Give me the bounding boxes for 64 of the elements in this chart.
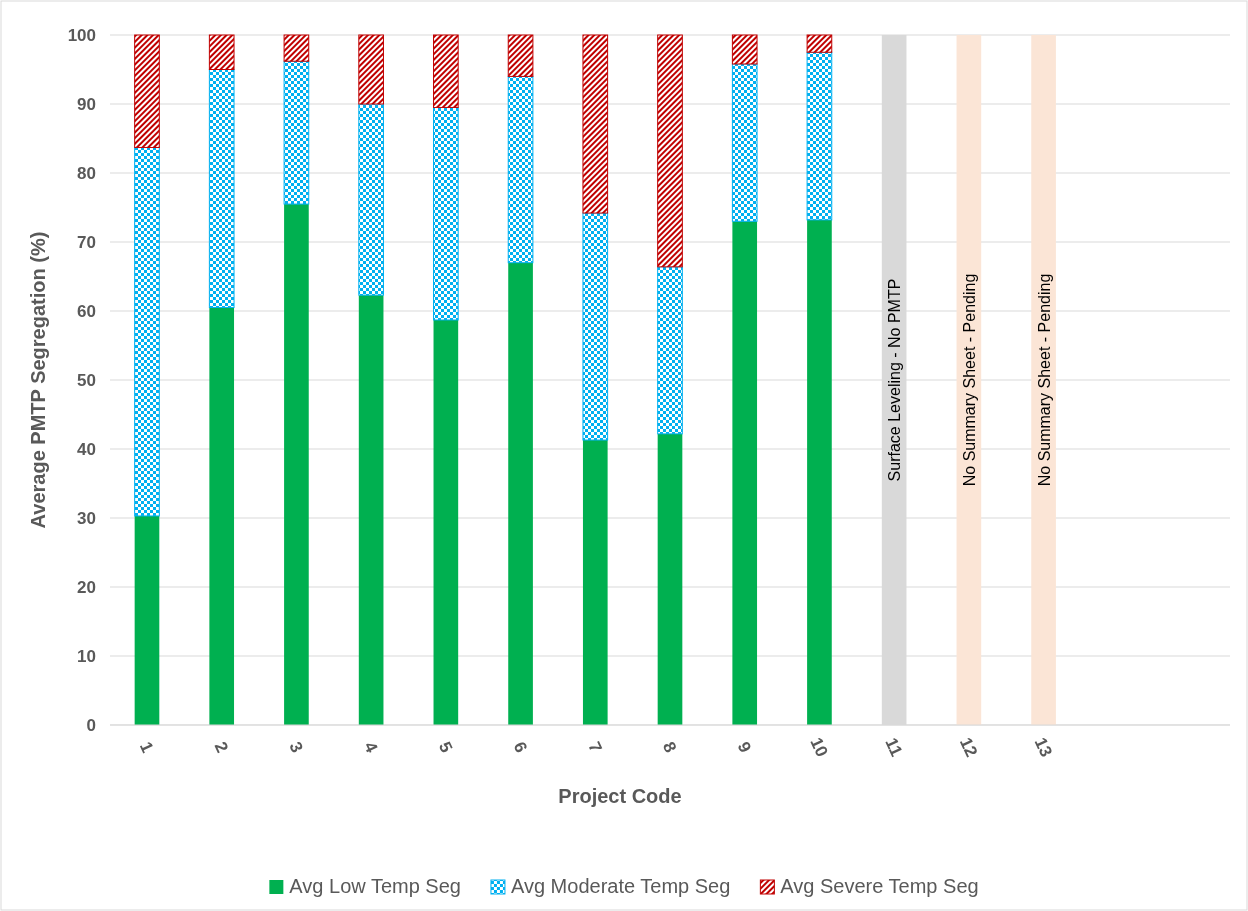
bar <box>732 221 758 725</box>
legend-label: Avg Severe Temp Seg <box>780 875 979 897</box>
bar <box>731 63 758 222</box>
bar <box>806 34 833 53</box>
bar <box>582 440 608 725</box>
bar <box>283 60 310 205</box>
bar <box>283 34 310 62</box>
bar <box>582 212 609 441</box>
bar <box>433 106 459 321</box>
x-tick-label: 5 <box>434 738 457 756</box>
bar <box>134 515 160 725</box>
x-tick-label: 1 <box>135 738 158 756</box>
bar <box>731 34 758 65</box>
x-tick-label: 9 <box>733 738 755 756</box>
x-tick-label: 11 <box>881 735 907 760</box>
bar <box>806 51 833 221</box>
bar <box>582 34 609 214</box>
y-tick-label: 0 <box>86 715 96 735</box>
annotation: No Summary Sheet - Pending <box>1035 273 1053 487</box>
x-tick-label: 10 <box>806 734 832 760</box>
bar <box>208 69 235 309</box>
bar <box>657 34 683 268</box>
y-axis-title: Average PMTP Segregation (%) <box>27 231 49 529</box>
y-tick-label: 40 <box>77 439 96 459</box>
bar <box>507 75 534 264</box>
annotation: No Summary Sheet - Pending <box>960 273 978 487</box>
bar <box>208 34 235 70</box>
legend-label: Avg Moderate Temp Seg <box>510 875 731 897</box>
bar <box>134 146 160 517</box>
x-tick-label: 7 <box>584 738 606 756</box>
bar <box>657 266 683 435</box>
bar <box>284 204 309 725</box>
y-tick-label: 60 <box>77 301 96 321</box>
bar <box>507 34 534 77</box>
x-tick-label: 6 <box>509 738 531 756</box>
bar <box>134 34 160 148</box>
x-tick-label: 2 <box>210 738 232 756</box>
y-tick-label: 70 <box>77 232 96 252</box>
y-tick-label: 30 <box>77 508 96 528</box>
bar <box>358 295 384 725</box>
annotation: Surface Leveling - No PMTP <box>886 278 904 482</box>
x-tick-label: 8 <box>658 738 681 756</box>
legend-label: Avg Low Temp Seg <box>289 875 461 897</box>
y-tick-label: 20 <box>77 577 96 597</box>
x-tick-label: 4 <box>360 738 382 756</box>
bar <box>209 307 235 725</box>
bar <box>358 34 384 105</box>
bar <box>508 262 533 725</box>
y-tick-label: 90 <box>77 94 96 114</box>
bar <box>433 34 459 108</box>
bar <box>956 35 982 725</box>
x-tick-label: 13 <box>1030 734 1056 760</box>
y-tick-label: 50 <box>77 370 96 390</box>
bar <box>657 433 683 725</box>
bar <box>807 219 832 725</box>
y-tick-label: 100 <box>67 25 96 45</box>
bar <box>1031 35 1056 725</box>
y-tick-label: 10 <box>77 646 96 666</box>
bar <box>433 319 459 725</box>
y-tick-label: 80 <box>77 163 96 183</box>
x-axis-title: Project Code <box>558 785 682 807</box>
bar <box>358 103 384 296</box>
x-tick-label: 3 <box>285 738 307 756</box>
x-tick-label: 12 <box>955 734 982 760</box>
